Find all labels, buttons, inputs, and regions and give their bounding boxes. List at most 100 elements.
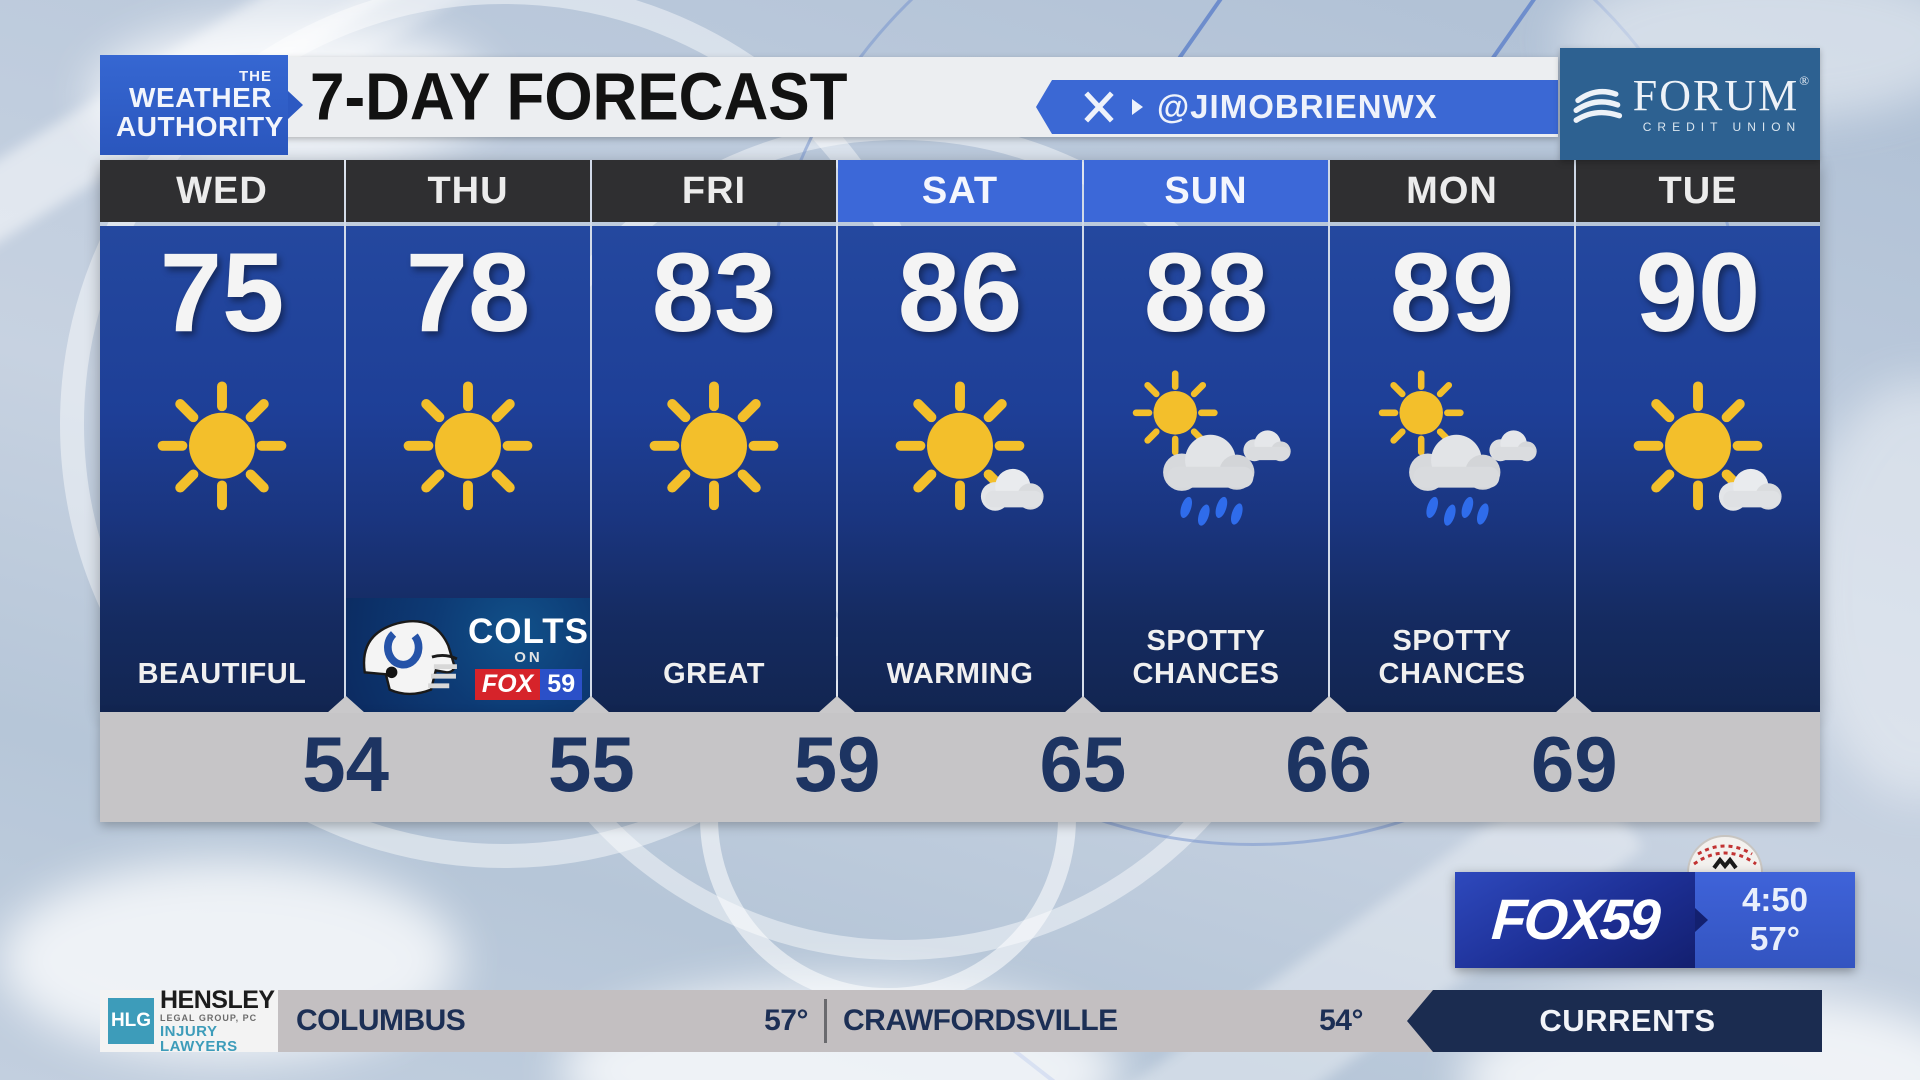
day-name-header: FRI <box>592 160 836 222</box>
day-condition-label: SPOTTY CHANCES <box>1132 625 1280 690</box>
high-temperature: 75 <box>159 230 285 355</box>
day-forecast-cell: 90 <box>1576 226 1820 716</box>
low-temperature: 55 <box>548 720 635 808</box>
current-temperature: 57° <box>1750 920 1800 957</box>
weather-icon <box>134 360 310 536</box>
station-bug: FOX59 4:50 57° <box>1455 872 1855 968</box>
day-name-header: SAT <box>838 160 1082 222</box>
day-name: FRI <box>681 169 747 212</box>
sponsor-reg-mark: ® <box>1799 73 1812 88</box>
promo-team-text: COLTS <box>468 612 590 652</box>
ticker-bar: COLUMBUS 57° CRAWFORDSVILLE 54° <box>278 990 1456 1052</box>
ticker-city-temp: 54° <box>1319 1004 1363 1037</box>
ticker-city-item: COLUMBUS 57° <box>296 1004 808 1038</box>
day-name: SAT <box>921 169 999 212</box>
weather-icon-graphic <box>403 381 533 511</box>
forecast-day-column: WED 75 <box>100 160 346 716</box>
fox-logo-text: FOX <box>474 669 541 700</box>
ticker-city-item: CRAWFORDSVILLE 54° <box>843 1004 1363 1038</box>
station-logo-text: FOX59 <box>1489 888 1661 952</box>
forecast-day-column: SAT 86 <box>838 160 1084 716</box>
low-temperature: 59 <box>793 720 881 808</box>
weather-icon <box>380 360 556 536</box>
day-forecast-cell: 75 BEAUTIFUL <box>100 226 344 716</box>
low-temperature: 54 <box>302 720 390 808</box>
caret-right-icon <box>1132 99 1143 115</box>
weather-icon-graphic <box>1132 370 1291 527</box>
high-temperature: 78 <box>405 230 531 355</box>
day-name: WED <box>176 169 268 212</box>
low-temperature: 69 <box>1530 720 1618 808</box>
day-forecast-cell: 89 SPOTTY CH <box>1330 226 1574 716</box>
forecast-day-column: SUN 88 <box>1084 160 1330 716</box>
sponsor-firm-name: HENSLEY <box>160 986 275 1014</box>
forecast-day-column: MON 89 <box>1330 160 1576 716</box>
weather-icon-graphic <box>1633 381 1782 512</box>
sponsor-name-text: FORUM <box>1632 71 1800 120</box>
x-logo-icon <box>1084 91 1114 123</box>
forecast-day-column: TUE 90 <box>1576 160 1820 716</box>
weather-icon <box>1364 360 1540 536</box>
day-forecast-cell: 88 SPOTTY CH <box>1084 226 1328 716</box>
boundary-arrow-icon <box>1309 696 1348 713</box>
ticker-currents-box: CURRENTS <box>1407 990 1822 1052</box>
high-temperature: 90 <box>1635 230 1761 355</box>
ticker-city-name: COLUMBUS <box>296 1004 466 1037</box>
sponsor-firm-subtitle: LEGAL GROUP, PC <box>160 1013 258 1023</box>
high-temperature: 83 <box>651 230 777 355</box>
forecast-day-column: FRI 83 <box>592 160 838 716</box>
weather-icon <box>1610 360 1786 536</box>
forecast-day-column: THU 78 <box>346 160 592 716</box>
brand-line-weather: WEATHER <box>129 81 272 113</box>
sponsor-firm-tagline: INJURY LAWYERS <box>160 1023 238 1055</box>
time-temp-box: 4:50 57° <box>1695 872 1855 968</box>
forum-sponsor-box: FORUM® CREDIT UNION <box>1560 48 1820 160</box>
sponsor-name: FORUM® <box>1633 74 1811 118</box>
weather-authority-logo: THE WEATHER AUTHORITY <box>100 55 303 155</box>
boundary-arrow-icon <box>1555 696 1594 713</box>
colts-promo-cell: COLTS ON FOX 59 <box>346 598 590 716</box>
social-handle: @JIMOBRIENWX <box>1157 88 1438 125</box>
low-temperature: 66 <box>1285 720 1372 808</box>
ticker-city-temp: 57° <box>764 1004 808 1037</box>
promo-on-text: ON <box>514 649 543 667</box>
day-name: TUE <box>1658 169 1738 212</box>
hlg-logo-icon: HLG <box>108 998 154 1044</box>
ticker-city-name: CRAWFORDSVILLE <box>843 1004 1118 1037</box>
brand-line-authority: AUTHORITY <box>116 110 284 142</box>
day-name-header: THU <box>346 160 590 222</box>
page-title: 7-DAY FORECAST <box>310 59 848 135</box>
weather-icon <box>872 360 1048 536</box>
seven-day-forecast-panel: WED 75 <box>100 160 1820 716</box>
promo-station-logo: FOX 59 <box>474 669 583 700</box>
day-condition-label: SPOTTY CHANCES <box>1378 625 1526 690</box>
day-forecast-cell: 86 WARMING <box>838 226 1082 716</box>
day-name: THU <box>427 169 509 212</box>
station-logo-box: FOX59 <box>1455 872 1708 968</box>
ticker-sponsor-box: HLG HENSLEY LEGAL GROUP, PC INJURY LAWYE… <box>100 986 278 1055</box>
sponsor-subtitle: CREDIT UNION <box>1642 120 1802 134</box>
day-condition-label: BEAUTIFUL <box>137 657 307 690</box>
social-handle-bar: @JIMOBRIENWX <box>1036 80 1558 134</box>
bug-notch-icon <box>1695 908 1708 932</box>
high-temperature: 88 <box>1143 230 1269 355</box>
forum-logo-icon <box>1573 88 1622 123</box>
day-forecast-cell: 83 GREAT <box>592 226 836 716</box>
weather-icon-graphic <box>895 381 1044 512</box>
day-name-header: MON <box>1330 160 1574 222</box>
boundary-arrow-icon <box>326 696 365 713</box>
day-name-header: WED <box>100 160 344 222</box>
ticker-divider <box>824 999 827 1043</box>
day-name: MON <box>1406 169 1498 212</box>
colts-helmet-icon <box>362 619 458 696</box>
weather-icon <box>626 360 802 536</box>
brand-line-the: THE <box>239 67 272 85</box>
weather-icon-graphic <box>1378 370 1537 527</box>
day-name: SUN <box>1164 169 1248 212</box>
high-temperature: 86 <box>897 230 1023 355</box>
fox-59-text: 59 <box>540 669 583 700</box>
ticker-currents-label: CURRENTS <box>1539 1003 1716 1038</box>
weather-icon <box>1118 360 1294 536</box>
weather-icon-graphic <box>649 381 779 511</box>
